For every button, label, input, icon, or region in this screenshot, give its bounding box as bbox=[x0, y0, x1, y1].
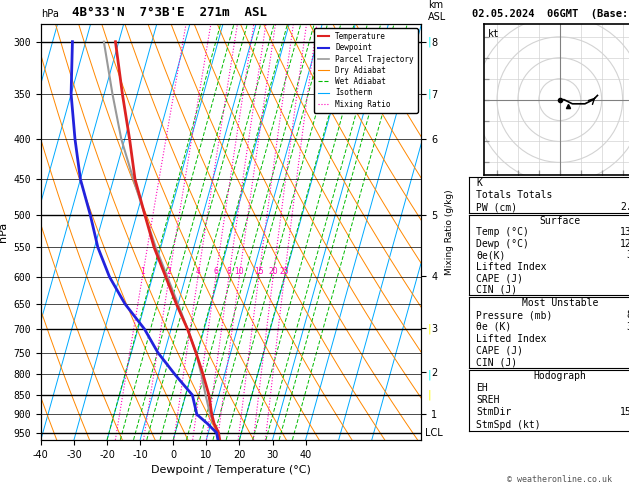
Text: EH: EH bbox=[476, 383, 487, 393]
Text: |: | bbox=[427, 36, 431, 47]
Text: 25: 25 bbox=[280, 267, 289, 276]
Text: Mixing Ratio (g/kg): Mixing Ratio (g/kg) bbox=[445, 189, 454, 275]
Text: CAPE (J): CAPE (J) bbox=[476, 345, 523, 355]
Text: Hodograph: Hodograph bbox=[533, 371, 586, 381]
Text: 10: 10 bbox=[235, 267, 244, 276]
Text: 02.05.2024  06GMT  (Base: 06): 02.05.2024 06GMT (Base: 06) bbox=[472, 9, 629, 19]
X-axis label: Dewpoint / Temperature (°C): Dewpoint / Temperature (°C) bbox=[151, 465, 311, 475]
Text: Lifted Index: Lifted Index bbox=[476, 262, 547, 272]
Text: |: | bbox=[427, 89, 431, 99]
Text: CAPE (J): CAPE (J) bbox=[476, 273, 523, 283]
Text: Most Unstable: Most Unstable bbox=[521, 298, 598, 308]
Text: km
ASL: km ASL bbox=[428, 0, 446, 22]
Text: Pressure (mb): Pressure (mb) bbox=[476, 310, 552, 320]
Text: 13.1: 13.1 bbox=[620, 227, 629, 238]
Text: θe (K): θe (K) bbox=[476, 322, 511, 332]
Text: 315: 315 bbox=[626, 250, 629, 260]
Text: |: | bbox=[427, 324, 431, 334]
Text: 800: 800 bbox=[626, 310, 629, 320]
Text: SREH: SREH bbox=[476, 395, 499, 405]
Text: LCL: LCL bbox=[425, 428, 443, 438]
Text: 2.61: 2.61 bbox=[620, 202, 629, 212]
Text: |: | bbox=[427, 369, 431, 380]
Text: Surface: Surface bbox=[539, 216, 581, 226]
Text: hPa: hPa bbox=[41, 9, 58, 19]
Text: 4: 4 bbox=[196, 267, 201, 276]
Text: 318: 318 bbox=[626, 322, 629, 332]
Text: 15: 15 bbox=[254, 267, 264, 276]
Y-axis label: hPa: hPa bbox=[0, 222, 8, 242]
Text: K: K bbox=[476, 178, 482, 188]
Text: |: | bbox=[427, 390, 431, 400]
Text: Totals Totals: Totals Totals bbox=[476, 190, 552, 200]
Text: StmSpd (kt): StmSpd (kt) bbox=[476, 419, 540, 430]
Text: 158°: 158° bbox=[620, 407, 629, 417]
Text: © weatheronline.co.uk: © weatheronline.co.uk bbox=[508, 474, 612, 484]
Text: StmDir: StmDir bbox=[476, 407, 511, 417]
Text: 2: 2 bbox=[167, 267, 172, 276]
Text: Temp (°C): Temp (°C) bbox=[476, 227, 529, 238]
Text: 1: 1 bbox=[140, 267, 145, 276]
Text: PW (cm): PW (cm) bbox=[476, 202, 517, 212]
Text: 8: 8 bbox=[226, 267, 231, 276]
Text: 4B°33'N  7°3B'E  271m  ASL: 4B°33'N 7°3B'E 271m ASL bbox=[72, 6, 267, 19]
Text: Dewp (°C): Dewp (°C) bbox=[476, 239, 529, 249]
Text: 20: 20 bbox=[269, 267, 278, 276]
Text: kt: kt bbox=[487, 29, 499, 39]
Text: 12.5: 12.5 bbox=[620, 239, 629, 249]
Text: θe(K): θe(K) bbox=[476, 250, 505, 260]
Legend: Temperature, Dewpoint, Parcel Trajectory, Dry Adiabat, Wet Adiabat, Isotherm, Mi: Temperature, Dewpoint, Parcel Trajectory… bbox=[314, 28, 418, 112]
Text: CIN (J): CIN (J) bbox=[476, 357, 517, 367]
Text: Lifted Index: Lifted Index bbox=[476, 333, 547, 344]
Text: 6: 6 bbox=[213, 267, 218, 276]
Text: CIN (J): CIN (J) bbox=[476, 285, 517, 295]
